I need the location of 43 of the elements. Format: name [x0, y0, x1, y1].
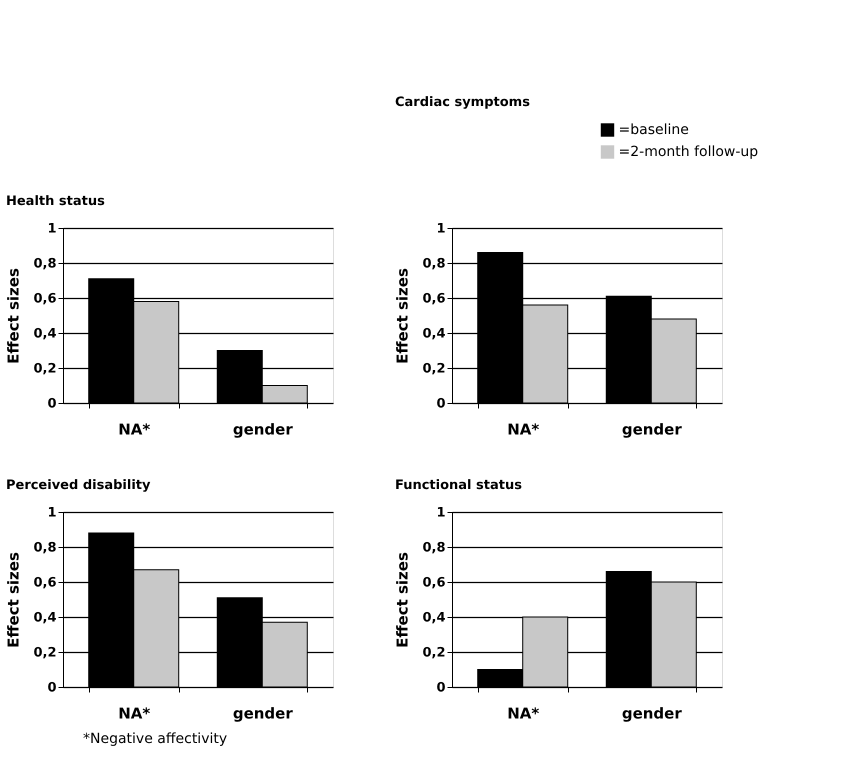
chart-title: Cardiac symptoms: [394, 95, 530, 110]
y-axis-title: Effect sizes: [4, 268, 22, 364]
chart-title: Health status: [6, 194, 106, 209]
x-tick-label: NA*: [507, 420, 540, 438]
y-tick-label: 0: [47, 680, 56, 696]
y-tick-label: 0: [436, 396, 446, 412]
y-tick-label: 0: [47, 396, 56, 412]
y-tick-label: 0,2: [33, 362, 56, 376]
y-tick-label: 1: [47, 222, 56, 236]
y-tick-label: 0,6: [33, 576, 56, 590]
x-tick-label: gender: [622, 704, 682, 722]
y-tick-label: 0,6: [422, 576, 446, 590]
y-tick-label: 0,8: [422, 540, 446, 556]
y-tick-label: 0,8: [422, 256, 446, 272]
legend-label: =2-month follow-up: [618, 144, 758, 160]
text: *Negative affectivity: [83, 731, 228, 747]
y-tick-label: 0: [436, 680, 446, 696]
y-tick-label: 1: [436, 222, 446, 236]
chart-title: Functional status: [394, 478, 522, 493]
y-tick-label: 1: [436, 506, 446, 520]
y-axis-title: Effect sizes: [393, 268, 412, 364]
y-axis-title: Effect sizes: [4, 552, 22, 648]
y-tick-label: 0,2: [422, 646, 446, 660]
y-tick-label: 0,4: [422, 326, 446, 342]
x-tick-label: gender: [622, 420, 682, 438]
y-tick-label: 0,8: [33, 256, 56, 272]
x-tick-label: NA*: [118, 704, 150, 722]
chart-title: Perceived disability: [6, 478, 151, 493]
y-tick-label: 0,4: [33, 326, 56, 342]
y-tick-label: 0,2: [422, 362, 446, 376]
y-tick-label: 0,8: [33, 540, 56, 556]
x-tick-label: gender: [232, 420, 294, 438]
y-tick-label: 0,2: [33, 646, 56, 660]
y-tick-label: 0,6: [33, 292, 56, 306]
y-tick-label: 1: [47, 506, 56, 520]
x-tick-label: gender: [232, 704, 294, 722]
y-axis-title: Effect sizes: [393, 552, 412, 648]
y-tick-label: 0,6: [422, 292, 446, 306]
x-tick-label: NA*: [507, 704, 540, 722]
y-tick-label: 0,4: [422, 610, 446, 626]
y-tick-label: 0,4: [33, 610, 56, 626]
legend-label: =baseline: [618, 122, 689, 138]
x-tick-label: NA*: [118, 420, 150, 438]
